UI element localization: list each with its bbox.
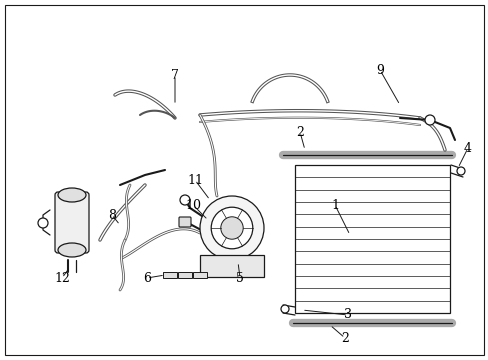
Text: 6: 6 [142, 271, 151, 284]
Bar [294, 165, 449, 313]
Text: 10: 10 [184, 198, 201, 212]
Circle shape [200, 196, 264, 260]
Circle shape [424, 115, 434, 125]
Text: 8: 8 [108, 208, 116, 221]
Circle shape [211, 207, 252, 249]
Circle shape [456, 167, 464, 175]
FancyBboxPatch shape [179, 217, 191, 227]
Circle shape [281, 305, 288, 313]
Text: 2: 2 [295, 126, 304, 139]
Bar [163, 272, 177, 278]
Text: 12: 12 [54, 271, 70, 284]
Circle shape [180, 195, 190, 205]
Bar [193, 272, 206, 278]
Circle shape [221, 217, 243, 239]
FancyBboxPatch shape [55, 192, 89, 253]
Bar [200, 255, 264, 277]
Text: 5: 5 [236, 271, 244, 284]
Circle shape [38, 218, 48, 228]
Ellipse shape [58, 188, 86, 202]
Text: 7: 7 [171, 68, 179, 81]
Bar [178, 272, 192, 278]
Text: 11: 11 [186, 174, 203, 186]
Text: 9: 9 [375, 63, 383, 77]
Text: 2: 2 [340, 332, 348, 345]
Text: 1: 1 [330, 198, 338, 212]
Text: 4: 4 [463, 141, 471, 154]
Text: 3: 3 [343, 309, 351, 321]
Ellipse shape [58, 243, 86, 257]
